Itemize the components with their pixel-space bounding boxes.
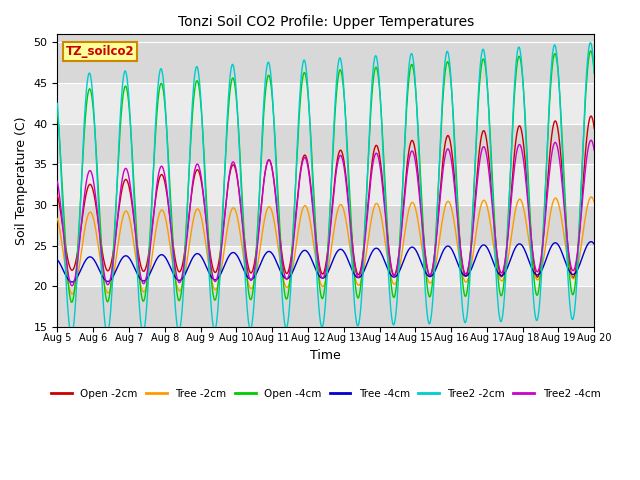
- Bar: [58, 35, 595, 83]
- Tree -4cm: [173, 276, 181, 282]
- Tree -4cm: [410, 245, 417, 251]
- Open -2cm: [160, 175, 168, 181]
- Open -2cm: [587, 113, 595, 119]
- Bar: [58, 246, 595, 286]
- Tree -4cm: [527, 263, 534, 269]
- Tree2 -2cm: [410, 58, 417, 63]
- Tree2 -4cm: [68, 283, 76, 289]
- Line: Tree2 -2cm: Tree2 -2cm: [58, 43, 595, 335]
- Open -4cm: [160, 94, 168, 100]
- Text: TZ_soilco2: TZ_soilco2: [65, 45, 134, 58]
- Open -2cm: [479, 128, 487, 134]
- Bar: [58, 205, 595, 246]
- Open -4cm: [591, 71, 598, 76]
- Open -2cm: [527, 226, 534, 231]
- Open -4cm: [587, 48, 595, 54]
- Open -4cm: [173, 291, 181, 297]
- X-axis label: Time: Time: [310, 349, 341, 362]
- Tree -2cm: [68, 291, 76, 297]
- Tree2 -4cm: [527, 232, 534, 238]
- Bar: [58, 83, 595, 124]
- Open -4cm: [410, 66, 417, 72]
- Bar: [58, 164, 595, 205]
- Tree2 -4cm: [54, 179, 61, 184]
- Tree2 -2cm: [234, 104, 241, 110]
- Tree -2cm: [160, 210, 168, 216]
- Legend: Open -2cm, Tree -2cm, Open -4cm, Tree -4cm, Tree2 -2cm, Tree2 -4cm: Open -2cm, Tree -2cm, Open -4cm, Tree -4…: [47, 385, 605, 403]
- Line: Tree -2cm: Tree -2cm: [58, 197, 595, 294]
- Tree2 -2cm: [527, 251, 534, 256]
- Y-axis label: Soil Temperature (C): Soil Temperature (C): [15, 116, 28, 245]
- Tree -4cm: [68, 279, 76, 285]
- Tree -2cm: [54, 216, 61, 221]
- Tree2 -4cm: [587, 137, 595, 143]
- Bar: [58, 124, 595, 164]
- Tree -4cm: [587, 239, 595, 245]
- Open -2cm: [569, 275, 577, 281]
- Tree -4cm: [479, 242, 487, 248]
- Tree2 -2cm: [587, 40, 595, 46]
- Title: Tonzi Soil CO2 Profile: Upper Temperatures: Tonzi Soil CO2 Profile: Upper Temperatur…: [178, 15, 474, 29]
- Open -4cm: [527, 228, 534, 234]
- Tree -2cm: [591, 200, 598, 205]
- Bar: [58, 286, 595, 327]
- Tree2 -2cm: [160, 85, 168, 91]
- Open -2cm: [173, 264, 180, 270]
- Tree -4cm: [591, 241, 598, 247]
- Tree -2cm: [527, 252, 534, 258]
- Line: Tree2 -4cm: Tree2 -4cm: [58, 140, 595, 286]
- Tree2 -4cm: [479, 144, 487, 150]
- Tree2 -2cm: [173, 323, 181, 329]
- Line: Open -4cm: Open -4cm: [58, 51, 595, 302]
- Tree -4cm: [54, 257, 61, 263]
- Tree -2cm: [234, 214, 241, 219]
- Open -2cm: [54, 192, 61, 198]
- Tree2 -2cm: [591, 70, 598, 75]
- Tree2 -4cm: [591, 147, 598, 153]
- Tree -4cm: [160, 253, 168, 259]
- Open -2cm: [233, 173, 241, 179]
- Tree2 -2cm: [68, 332, 76, 337]
- Tree2 -4cm: [234, 174, 241, 180]
- Tree2 -2cm: [54, 100, 61, 106]
- Open -4cm: [54, 108, 61, 114]
- Open -4cm: [479, 56, 487, 62]
- Tree2 -4cm: [410, 150, 417, 156]
- Tree2 -2cm: [479, 47, 487, 52]
- Tree -4cm: [234, 253, 241, 259]
- Tree -2cm: [479, 197, 487, 203]
- Open -2cm: [591, 126, 598, 132]
- Open -4cm: [68, 300, 76, 305]
- Line: Open -2cm: Open -2cm: [58, 116, 595, 278]
- Tree -2cm: [588, 194, 595, 200]
- Open -2cm: [409, 138, 417, 144]
- Tree2 -4cm: [160, 169, 168, 175]
- Open -4cm: [234, 107, 241, 112]
- Tree -2cm: [410, 200, 417, 206]
- Tree2 -4cm: [173, 276, 181, 281]
- Tree -2cm: [173, 284, 181, 290]
- Line: Tree -4cm: Tree -4cm: [58, 242, 595, 282]
